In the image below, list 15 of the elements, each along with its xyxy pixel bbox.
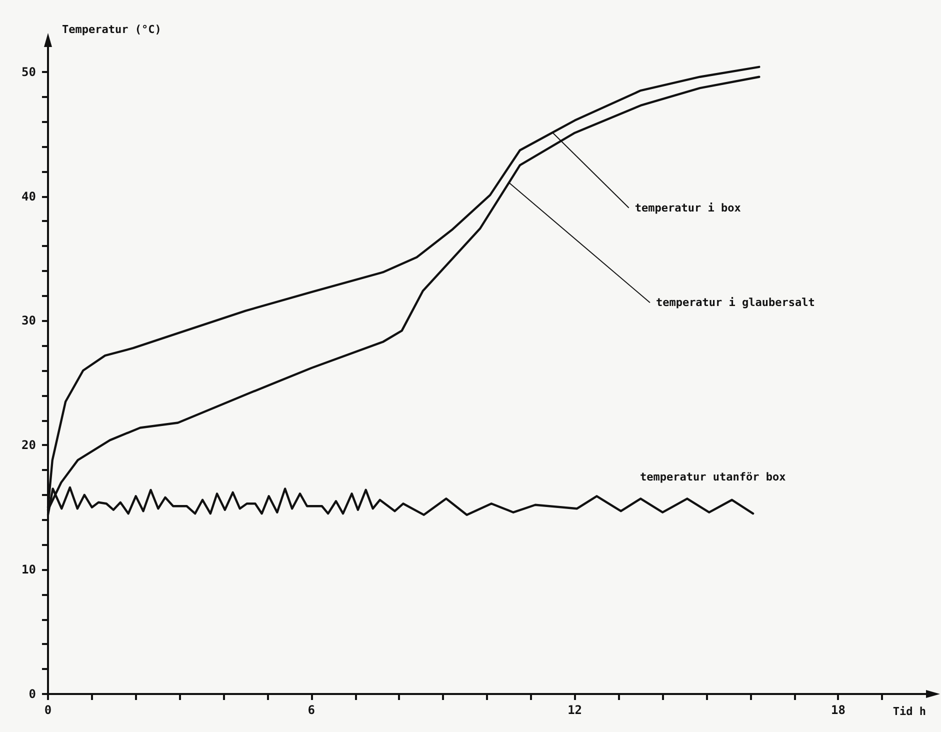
y-tick-label: 20: [22, 438, 36, 452]
y-tick-label: 0: [28, 687, 36, 701]
x-axis-title: Tid h: [892, 705, 926, 718]
y-axis-title: Temperatur (°C): [62, 23, 162, 36]
annotation: temperatur i glaubersalt: [656, 296, 815, 310]
y-tick-label: 50: [22, 64, 36, 79]
y-tick-label: 10: [22, 562, 36, 577]
annotation: temperatur i box: [634, 201, 742, 214]
y-tick-label: 40: [22, 189, 36, 204]
y-tick-label: 30: [22, 314, 36, 328]
x-tick-label: 0: [44, 703, 52, 717]
x-tick-label: 6: [308, 703, 316, 717]
series-label: temperatur utanför box: [640, 470, 786, 484]
x-tick-label: 18: [830, 703, 846, 717]
x-tick-label: 12: [568, 703, 582, 717]
